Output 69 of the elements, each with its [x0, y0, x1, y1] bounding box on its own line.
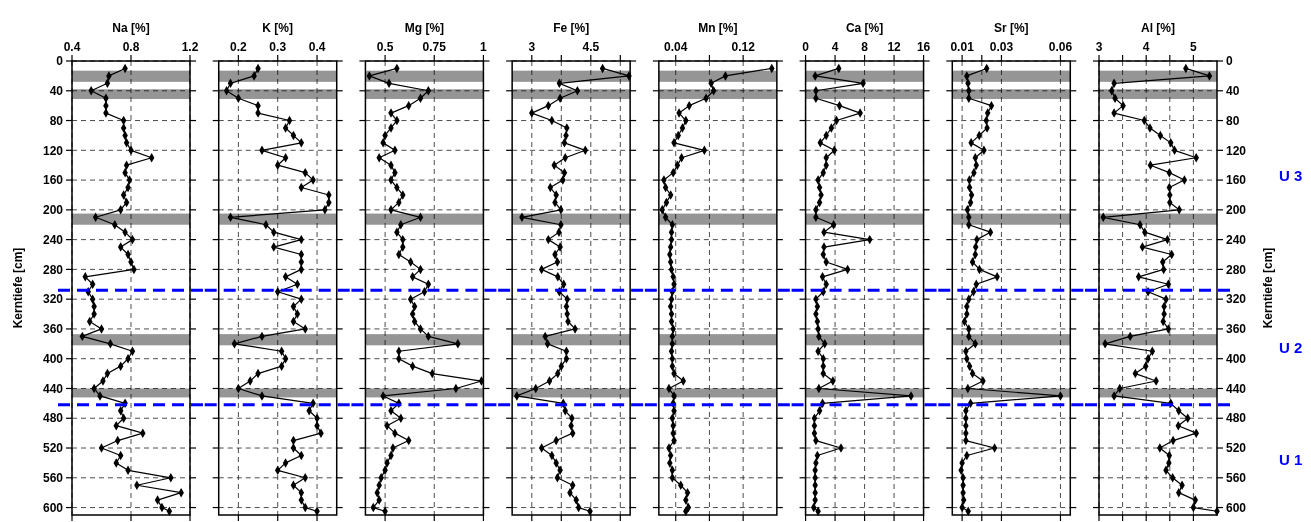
y-tick-label: 40 [1226, 83, 1240, 98]
x-tick-label: 3 [1095, 40, 1103, 54]
y-tick-label: 320 [1226, 292, 1247, 307]
x-tick-label: 4.5 [582, 40, 600, 54]
x-tick-label: 3 [528, 40, 536, 54]
text: U 1 [1279, 451, 1303, 469]
x-axis-title: Al [%] [1141, 21, 1175, 35]
x-tick-label: 4 [831, 40, 839, 54]
x-tick-label: 0.4 [63, 40, 81, 54]
y-tick-label: 480 [1226, 411, 1247, 426]
x-axis-title: Fe [%] [553, 21, 590, 35]
y-tick-label: 80 [1226, 113, 1240, 128]
x-tick-label: 0.2 [230, 40, 248, 54]
y-tick-label: 360 [1226, 322, 1247, 337]
y-tick-label: 160 [42, 173, 64, 188]
x-tick-label: 1.2 [181, 40, 199, 54]
x-tick-label: 0.04 [664, 40, 688, 54]
x-tick-label: 0.75 [422, 40, 447, 54]
y-tick-label: 440 [42, 381, 64, 396]
y-tick-label: 360 [42, 322, 64, 337]
x-tick-label: 0.12 [731, 40, 756, 54]
x-tick-label: 5 [1190, 40, 1198, 54]
x-tick-label: 1 [480, 40, 488, 54]
x-tick-label: 0.06 [1048, 40, 1073, 54]
y-axis-title: Kerntiefe [cm] [1261, 247, 1275, 329]
x-axis-title: K [%] [262, 21, 294, 35]
x-tick-label: 0.03 [989, 40, 1014, 54]
y-tick-label: 0 [56, 54, 64, 69]
y-tick-label: 80 [49, 113, 64, 128]
y-tick-label: 120 [1226, 143, 1247, 158]
y-tick-label: 280 [42, 262, 64, 277]
x-tick-label: 0.5 [376, 40, 394, 54]
y-tick-label: 520 [1226, 441, 1247, 456]
y-tick-label: 240 [1226, 232, 1247, 247]
y-tick-label: 560 [42, 470, 64, 485]
y-axis-title: Kerntiefe [cm] [11, 247, 25, 329]
y-tick-label: 440 [1226, 381, 1247, 396]
text: U 3 [1279, 166, 1303, 184]
y-tick-label: 480 [42, 411, 64, 426]
y-tick-label: 240 [42, 232, 64, 247]
y-tick-label: 600 [1226, 500, 1247, 515]
x-tick-label: 8 [861, 40, 869, 54]
x-axis-title: Ca [%] [845, 21, 884, 35]
x-tick-label: 16 [916, 40, 931, 54]
y-tick-label: 400 [42, 351, 64, 366]
y-tick-label: 320 [42, 292, 64, 307]
y-tick-label: 560 [1226, 470, 1247, 485]
x-tick-label: 0.4 [308, 40, 326, 54]
y-tick-label: 40 [49, 83, 64, 98]
x-axis-title: Na [%] [112, 21, 150, 35]
x-tick-label: 0.3 [269, 40, 287, 54]
y-tick-label: 160 [1226, 173, 1247, 188]
y-tick-label: 280 [1226, 262, 1247, 277]
y-tick-label: 520 [42, 441, 64, 456]
x-tick-label: 4 [1142, 40, 1150, 54]
y-tick-label: 400 [1226, 351, 1247, 366]
x-axis-title: Sr [%] [993, 21, 1029, 35]
y-tick-label: 600 [42, 500, 64, 515]
y-tick-label: 120 [42, 143, 64, 158]
text: U 2 [1279, 338, 1303, 356]
x-axis-title: Mn [%] [698, 21, 738, 35]
x-tick-label: 0.01 [950, 40, 975, 54]
x-tick-label: 0 [802, 40, 810, 54]
y-tick-label: 0 [1226, 54, 1233, 69]
x-tick-label: 0.8 [122, 40, 140, 54]
x-axis-title: Mg [%] [404, 21, 445, 35]
y-tick-label: 200 [1226, 203, 1247, 218]
x-tick-label: 12 [887, 40, 902, 54]
y-tick-label: 200 [42, 203, 64, 218]
